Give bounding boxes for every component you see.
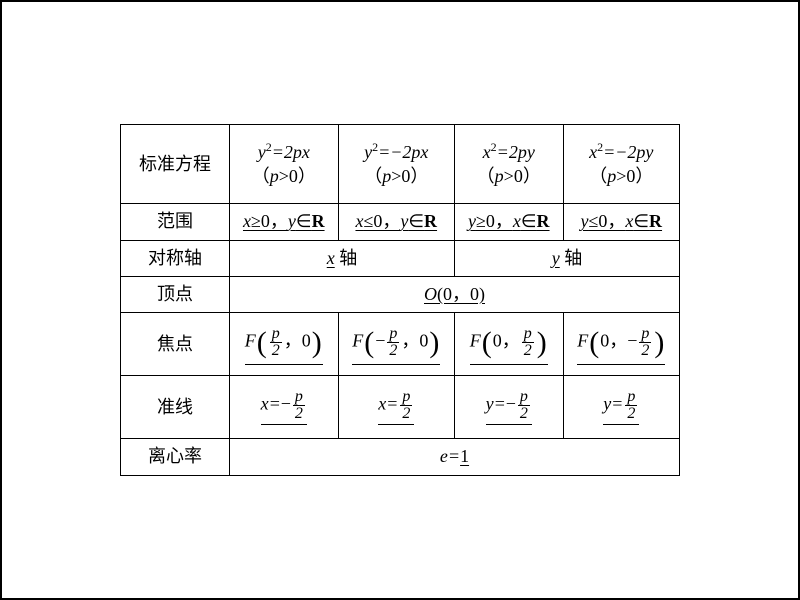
focus-col1: F(p2，0) bbox=[230, 313, 339, 376]
vertex-cell: O(0，0) bbox=[230, 277, 680, 313]
range-col3: y≥0，x∈R bbox=[454, 204, 563, 240]
ecc-cell: e=1 bbox=[230, 439, 680, 475]
focus-col2: F(−p2，0) bbox=[338, 313, 454, 376]
eq-col4: x2=−2py （p>0） bbox=[563, 125, 679, 204]
directrix-col4: y=p2 bbox=[563, 376, 679, 439]
rowhead-range: 范围 bbox=[121, 204, 230, 240]
range-col4: y≤0，x∈R bbox=[563, 204, 679, 240]
eq-col3: x2=2py （p>0） bbox=[454, 125, 563, 204]
rowhead-directrix: 准线 bbox=[121, 376, 230, 439]
rowhead-focus: 焦点 bbox=[121, 313, 230, 376]
rowhead-axis: 对称轴 bbox=[121, 240, 230, 276]
rowhead-ecc: 离心率 bbox=[121, 439, 230, 475]
eq-col1: y2=2px （p>0） bbox=[230, 125, 339, 204]
parabola-table: 标准方程 y2=2px （p>0） y2=−2px （p>0） x2=2py （… bbox=[120, 124, 680, 476]
directrix-col3: y=−p2 bbox=[454, 376, 563, 439]
range-col1: x≥0，y∈R bbox=[230, 204, 339, 240]
focus-col4: F(0，−p2) bbox=[563, 313, 679, 376]
directrix-col1: x=−p2 bbox=[230, 376, 339, 439]
axis-y: y 轴 bbox=[454, 240, 679, 276]
focus-col3: F(0，p2) bbox=[454, 313, 563, 376]
rowhead-equation: 标准方程 bbox=[121, 125, 230, 204]
directrix-col2: x=p2 bbox=[338, 376, 454, 439]
range-col2: x≤0，y∈R bbox=[338, 204, 454, 240]
eq-col2: y2=−2px （p>0） bbox=[338, 125, 454, 204]
axis-x: x 轴 bbox=[230, 240, 455, 276]
rowhead-vertex: 顶点 bbox=[121, 277, 230, 313]
outer-frame: 标准方程 y2=2px （p>0） y2=−2px （p>0） x2=2py （… bbox=[0, 0, 800, 600]
